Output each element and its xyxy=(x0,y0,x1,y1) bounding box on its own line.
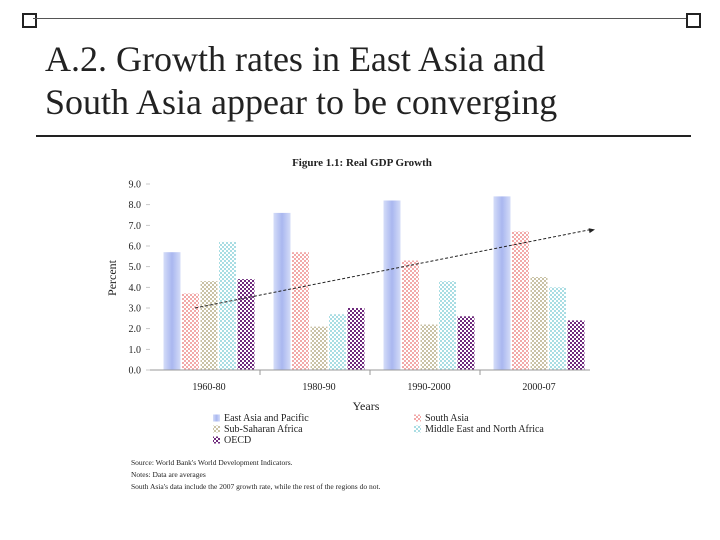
bar-east-asia-and-pacific-2000-07 xyxy=(493,196,511,370)
y-tick-label: 8.0 xyxy=(129,200,142,211)
x-axis-label: Years xyxy=(353,399,380,413)
chart-notes: Source: World Bank's World Development I… xyxy=(131,458,381,491)
chart-note: Source: World Bank's World Development I… xyxy=(131,458,293,467)
bar-oecd-1990-2000 xyxy=(457,316,475,370)
bar-middle-east-and-north-africa-1990-2000 xyxy=(439,281,456,370)
bar-south-asia-1960-80 xyxy=(182,293,199,370)
y-tick-label: 2.0 xyxy=(129,324,142,335)
x-tick-label: 1960-80 xyxy=(192,382,225,393)
bar-south-asia-1980-90 xyxy=(292,252,309,370)
y-axis-label: Percent xyxy=(105,259,119,296)
chart-note: South Asia's data include the 2007 growt… xyxy=(131,482,381,491)
bar-middle-east-and-north-africa-1960-80 xyxy=(219,241,236,370)
bars-group xyxy=(163,196,585,370)
corner-square-left xyxy=(22,13,37,28)
y-tick-label: 3.0 xyxy=(129,304,142,315)
y-tick-label: 4.0 xyxy=(129,283,142,294)
legend-label: South Asia xyxy=(425,413,469,424)
legend-swatch xyxy=(213,414,220,422)
title-underline xyxy=(36,135,691,137)
bar-south-asia-1990-2000 xyxy=(402,260,419,370)
bar-east-asia-and-pacific-1990-2000 xyxy=(383,200,401,370)
chart-title: Figure 1.1: Real GDP Growth xyxy=(292,157,432,169)
y-tick-label: 0.0 xyxy=(129,366,142,377)
legend: East Asia and Pacific South Asia Sub-Sahar… xyxy=(213,413,544,446)
trend-line-arrowhead xyxy=(588,228,595,234)
bar-south-asia-2000-07 xyxy=(512,231,529,370)
y-tick-label: 6.0 xyxy=(129,242,142,253)
legend-swatch xyxy=(414,425,421,433)
bar-sub-saharan-africa-2000-07 xyxy=(530,277,548,370)
slide-title-line-1: A.2. Growth rates in East Asia and xyxy=(45,39,545,79)
legend-label: East Asia and Pacific xyxy=(224,413,309,424)
chart-note: Notes: Data are averages xyxy=(131,470,206,479)
legend-swatch xyxy=(414,414,421,422)
bar-east-asia-and-pacific-1980-90 xyxy=(273,212,291,370)
legend-label: Middle East and North Africa xyxy=(425,424,544,435)
bar-oecd-1960-80 xyxy=(237,279,255,370)
bar-sub-saharan-africa-1990-2000 xyxy=(420,324,438,370)
x-axis-ticks: 1960-80 1980-90 1990-2000 2000-07 xyxy=(192,370,556,393)
bar-middle-east-and-north-africa-1980-90 xyxy=(329,314,346,370)
legend-swatch xyxy=(213,436,220,444)
corner-square-right xyxy=(686,13,701,28)
y-tick-label: 5.0 xyxy=(129,262,142,273)
y-tick-label: 7.0 xyxy=(129,221,142,232)
bar-oecd-2000-07 xyxy=(567,320,585,370)
legend-label: OECD xyxy=(224,435,251,446)
slide-title-line-2: South Asia appear to be converging xyxy=(45,82,558,122)
header-line xyxy=(33,18,686,19)
x-tick-label: 1990-2000 xyxy=(407,382,450,393)
legend-label: Sub-Saharan Africa xyxy=(224,424,303,435)
bar-east-asia-and-pacific-1960-80 xyxy=(163,252,181,370)
bar-oecd-1980-90 xyxy=(347,308,365,370)
y-tick-label: 9.0 xyxy=(129,180,142,191)
bar-middle-east-and-north-africa-2000-07 xyxy=(549,287,566,370)
y-axis-ticks: 0.0 1.0 2.0 3.0 4.0 5.0 6.0 7.0 8.0 9.0 xyxy=(129,180,150,377)
slide-title: A.2. Growth rates in East Asia and South… xyxy=(45,38,685,124)
trend-line xyxy=(194,229,592,309)
legend-swatch xyxy=(213,425,220,433)
x-tick-label: 1980-90 xyxy=(302,382,335,393)
y-tick-label: 1.0 xyxy=(129,345,142,356)
bar-sub-saharan-africa-1960-80 xyxy=(200,281,218,370)
x-tick-label: 2000-07 xyxy=(522,382,555,393)
bar-sub-saharan-africa-1980-90 xyxy=(310,326,328,370)
